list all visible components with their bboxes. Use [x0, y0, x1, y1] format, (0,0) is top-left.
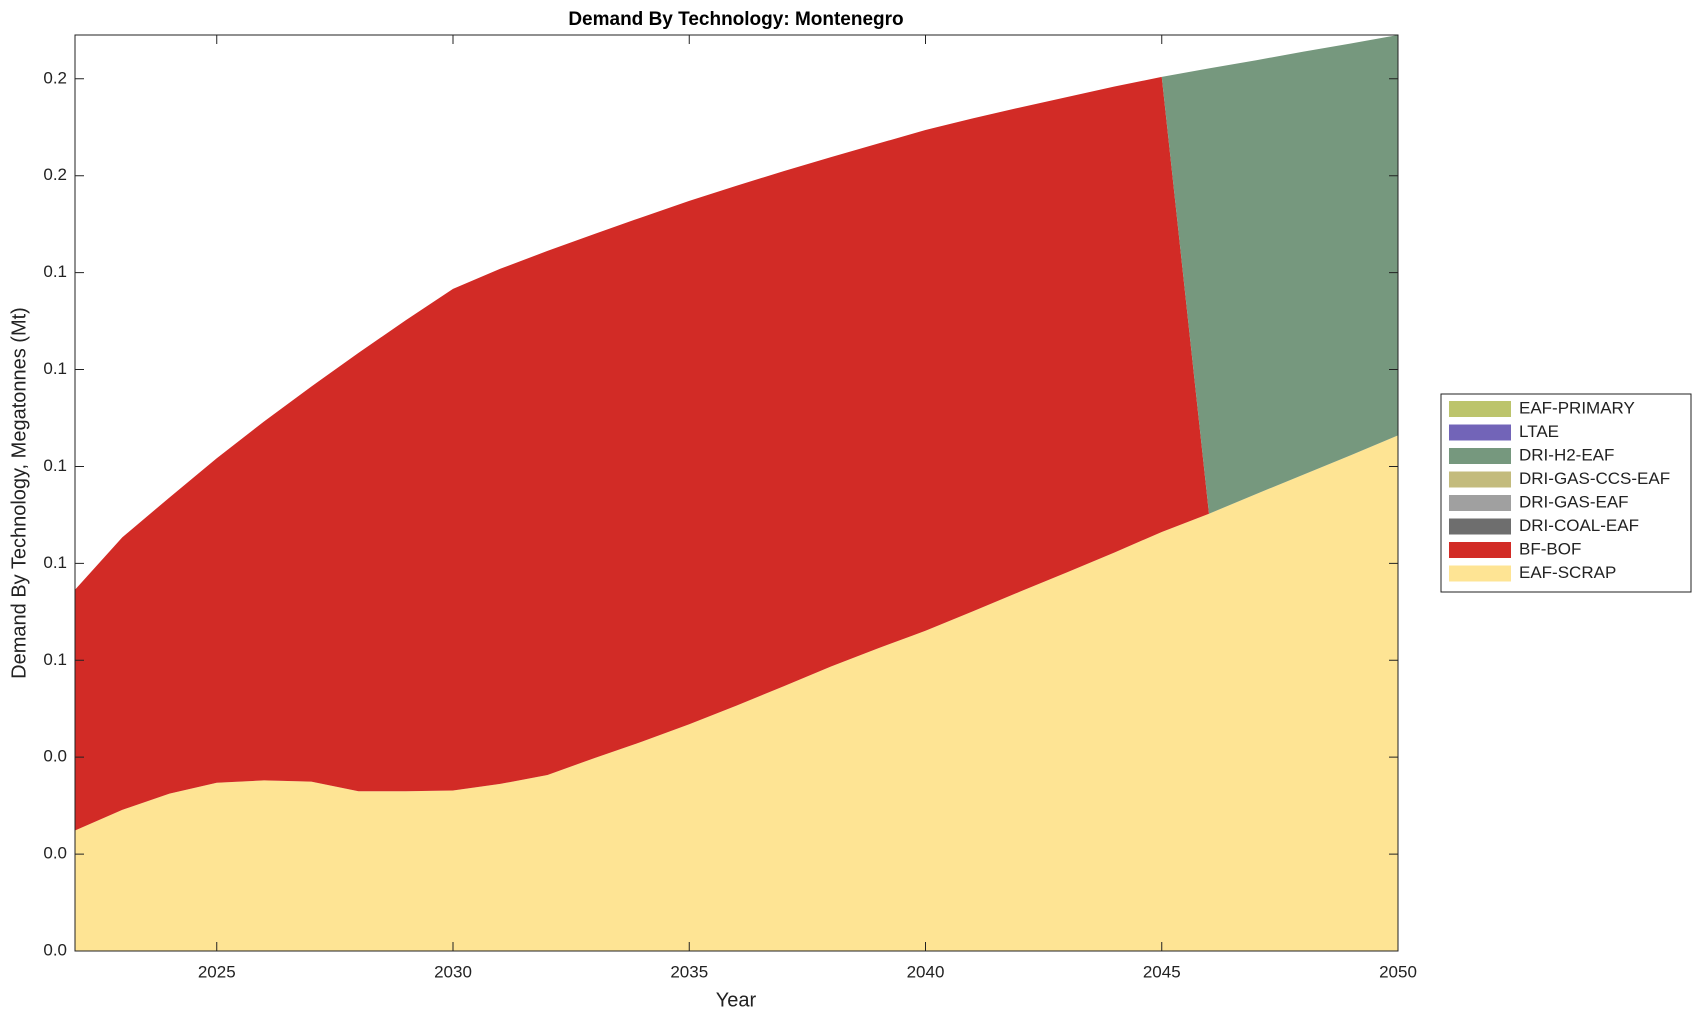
- legend-label: DRI-GAS-EAF: [1519, 492, 1629, 511]
- plot-frame: [74, 34, 1399, 952]
- area: [75, 35, 1398, 590]
- legend-label: BF-BOF: [1519, 539, 1581, 558]
- x-tick-label: 2025: [198, 962, 236, 981]
- legend-swatch: [1449, 448, 1511, 464]
- x-tick-label: 2050: [1379, 962, 1417, 981]
- y-tick-label: 0.1: [43, 553, 67, 572]
- x-tick-label: 2040: [907, 962, 945, 981]
- legend-swatch: [1449, 401, 1511, 417]
- y-tick-label: 0.2: [43, 165, 67, 184]
- x-tick-label: 2045: [1143, 962, 1181, 981]
- x-tick-label: 2035: [670, 962, 708, 981]
- legend-label: EAF-PRIMARY: [1519, 398, 1635, 417]
- legend-label: EAF-SCRAP: [1519, 563, 1616, 582]
- y-tick-label: 0.0: [43, 747, 67, 766]
- legend-swatch: [1449, 471, 1511, 488]
- chart-title: Demand By Technology: Montenegro: [568, 9, 903, 30]
- legend-swatch: [1449, 542, 1511, 558]
- legend-swatch: [1449, 565, 1511, 582]
- legend-label: DRI-H2-EAF: [1519, 445, 1614, 464]
- y-tick-label: 0.0: [43, 844, 67, 863]
- x-axis-label: Year: [716, 989, 757, 1011]
- y-tick-label: 0.1: [43, 650, 67, 669]
- y-tick-label: 0.1: [43, 456, 67, 475]
- y-tick-label: 0.0: [43, 940, 67, 959]
- y-axis-label: Demand By Technology, Megatonnes (Mt): [8, 307, 30, 679]
- y-tick-label: 0.2: [43, 68, 67, 87]
- legend-label: LTAE: [1519, 422, 1559, 441]
- legend-label: DRI-GAS-CCS-EAF: [1519, 469, 1670, 488]
- legend-swatch: [1449, 424, 1511, 441]
- y-tick-label: 0.1: [43, 262, 67, 281]
- x-tick-label: 2030: [434, 962, 472, 981]
- legend-swatch: [1449, 518, 1511, 535]
- y-tick-label: 0.1: [43, 359, 67, 378]
- area: [75, 76, 1398, 831]
- legend-swatch: [1449, 495, 1511, 511]
- area: [75, 435, 1398, 951]
- legend-label: DRI-COAL-EAF: [1519, 516, 1639, 535]
